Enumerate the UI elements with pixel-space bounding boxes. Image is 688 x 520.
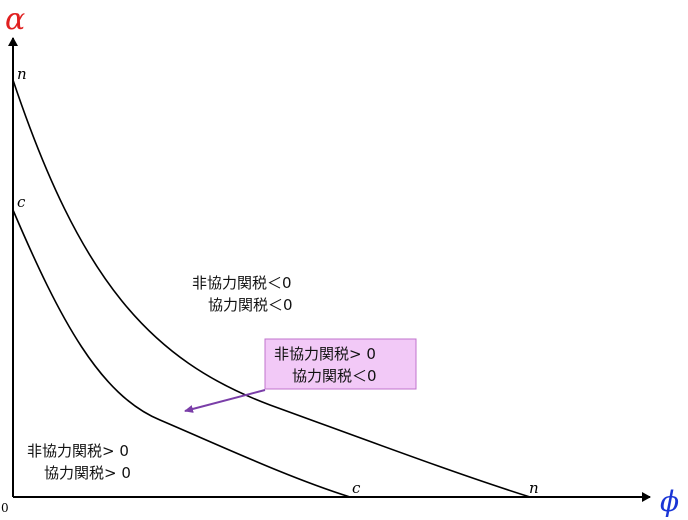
middle-region-arrow [184, 389, 266, 413]
curve-c-label-top: c [17, 193, 26, 211]
lower-region-line1: 非協力関税> 0 [27, 442, 129, 460]
curve-n-label-bottom: n [529, 479, 539, 497]
y-axis-symbol: α [5, 2, 25, 37]
curve-c-label-bottom: c [352, 479, 361, 497]
middle-region-box [264, 338, 417, 390]
origin-label: 0 [1, 501, 9, 515]
upper-region-line2: 協力関税＜0 [208, 296, 293, 314]
curve-n-label-top: n [17, 65, 27, 83]
middle-region-line1: 非協力関税> 0 [274, 345, 376, 363]
middle-region-line2: 協力関税＜0 [292, 367, 377, 385]
upper-region-line1: 非協力関税＜0 [192, 274, 292, 292]
x-axis-symbol: ϕ [660, 485, 679, 518]
lower-region-line2: 協力関税> 0 [44, 464, 131, 482]
curve-c [12, 209, 351, 498]
